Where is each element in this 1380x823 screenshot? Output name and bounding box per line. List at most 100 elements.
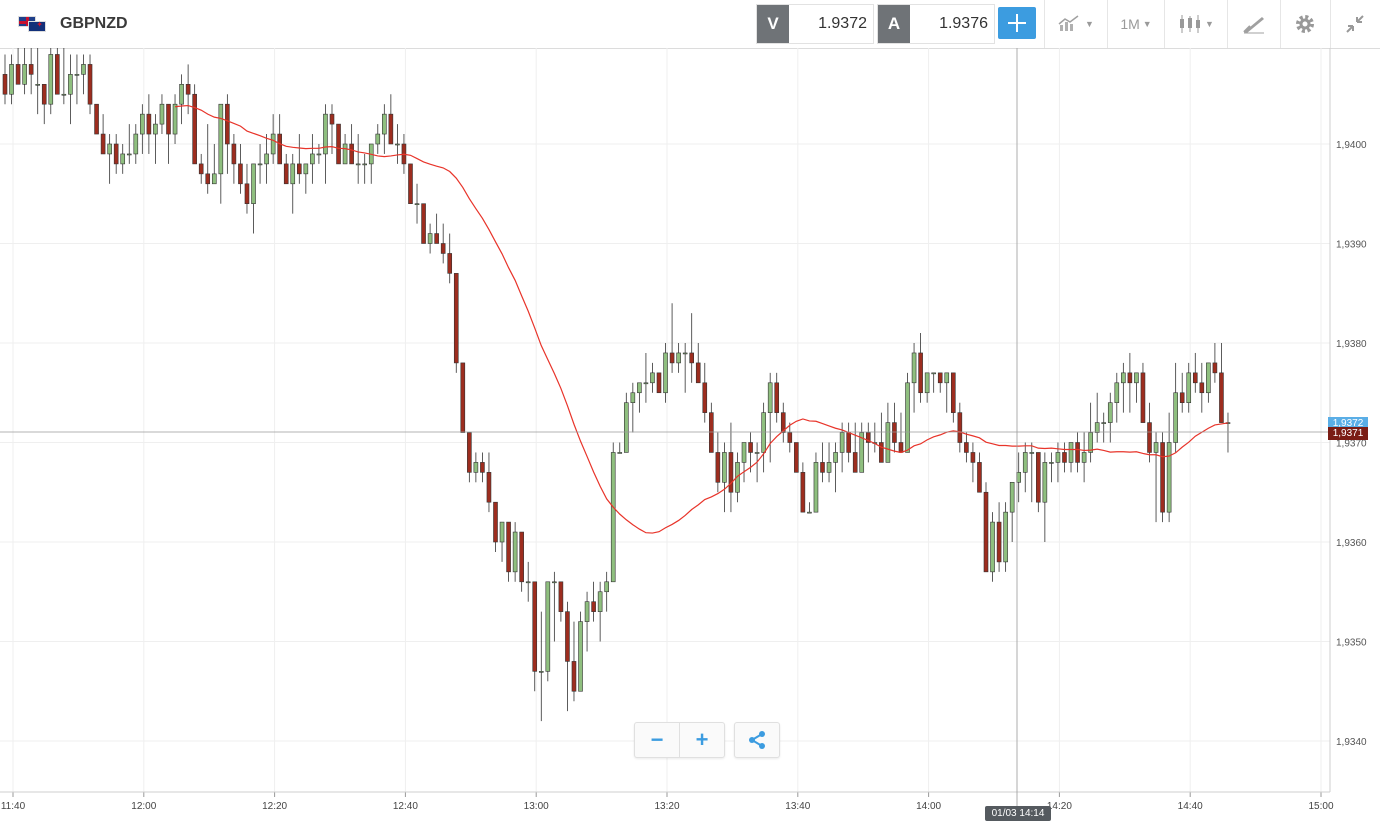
candle-body [133,133,139,155]
candle-body [728,452,734,493]
bid-quote[interactable]: V 1.9372 [756,4,874,44]
candle-body [859,432,865,473]
candle-body [741,442,747,463]
interval-button[interactable]: 1M ▼ [1110,0,1162,48]
zoom-out-button[interactable]: − [650,727,664,752]
candle-body [983,491,989,573]
candle-body [283,163,289,185]
candle-body [918,352,923,394]
candle-body [937,372,943,384]
share-control [734,722,780,758]
candle-body [774,382,780,413]
candle-body [584,601,590,622]
candle-body [794,442,799,473]
candle-body [499,521,505,543]
toolbar-divider [1280,0,1281,48]
candle-body [591,601,596,612]
candle-body [578,621,583,692]
ask-value: 1.9376 [910,5,994,43]
moving-average-line [174,104,1229,534]
candle-body [538,671,544,673]
candle-body [382,113,387,135]
x-tick-label: 14:00 [916,801,941,812]
candle-body [977,462,982,493]
chart-type-button[interactable]: ▼ [1168,0,1224,48]
candle-body [1022,452,1028,473]
candle-body [1199,382,1205,394]
candle-body [316,153,322,156]
candle-body [231,143,237,165]
candle-body [1075,442,1080,463]
candle-body [1009,481,1015,513]
candle-body [211,173,217,185]
candle-body [172,103,178,135]
compare-button[interactable]: ▼ [1048,0,1104,48]
candle-body [225,103,230,145]
chevron-down-icon: ▼ [1205,19,1214,29]
settings-button[interactable] [1283,0,1327,48]
candle-body [68,74,73,95]
candle-body [839,432,845,453]
candle-body [388,113,394,145]
candle-body [1042,462,1048,503]
candle-body [846,432,851,453]
candle-body [663,352,668,394]
crosshair-icon[interactable] [998,7,1036,39]
candle-body [957,412,963,443]
zoom-controls: − + [634,722,725,758]
toolbar-divider [1164,0,1165,48]
candle-body [493,501,498,543]
candle-body [342,143,348,165]
candle-body [1127,372,1133,384]
candle-body [238,163,243,185]
candle-body [715,452,721,483]
candle-body [447,253,453,274]
candle-body [480,462,485,473]
chevron-down-icon: ▼ [1085,19,1094,29]
candle-body [1160,442,1165,513]
candle-body [552,581,557,584]
candle-body [780,412,786,433]
candle-body [1049,462,1054,464]
candle-body [264,153,269,165]
candle-body [1179,392,1185,403]
ask-quote[interactable]: A 1.9376 [877,4,995,44]
candle-body [754,452,760,454]
candle-body [637,382,642,394]
y-tick-label: 1,9370 [1336,439,1367,450]
candle-body [676,352,681,364]
zoom-in-button[interactable]: + [695,727,709,752]
candle-body [650,372,655,384]
x-tick-label: 13:20 [654,801,679,812]
candle-body [362,163,368,166]
candle-body [35,83,41,86]
x-tick-label: 13:40 [785,801,810,812]
share-button[interactable] [735,723,779,757]
candle-body [140,113,145,135]
y-tick-label: 1,9400 [1336,140,1367,151]
candle-body [826,462,832,473]
candle-body [146,113,152,135]
candle-body [336,123,341,165]
candle-body [924,372,930,394]
candle-body [689,352,695,364]
candle-body [885,422,891,463]
price-chart[interactable]: 1,9400 1,9390 1,9380 1,9370 1,9360 1,9350 1,93… [0,48,1380,823]
candle-body [303,163,309,175]
drawing-tools-button[interactable] [1230,0,1278,48]
candle-body [761,412,766,453]
share-icon [749,731,765,749]
candle-body [434,233,439,244]
candle-body [486,472,492,503]
candle-body [355,163,361,166]
candle-body [460,362,466,433]
candle-body [22,64,27,85]
candle-body [185,83,191,95]
candle-body [695,362,701,384]
collapse-button[interactable] [1333,0,1377,48]
candle-body [519,531,524,583]
symbol-selector[interactable]: GBPNZD [18,0,128,48]
y-tick-label: 1,9340 [1336,737,1367,748]
candle-body [735,462,740,493]
chevron-down-icon: ▼ [1142,19,1152,29]
